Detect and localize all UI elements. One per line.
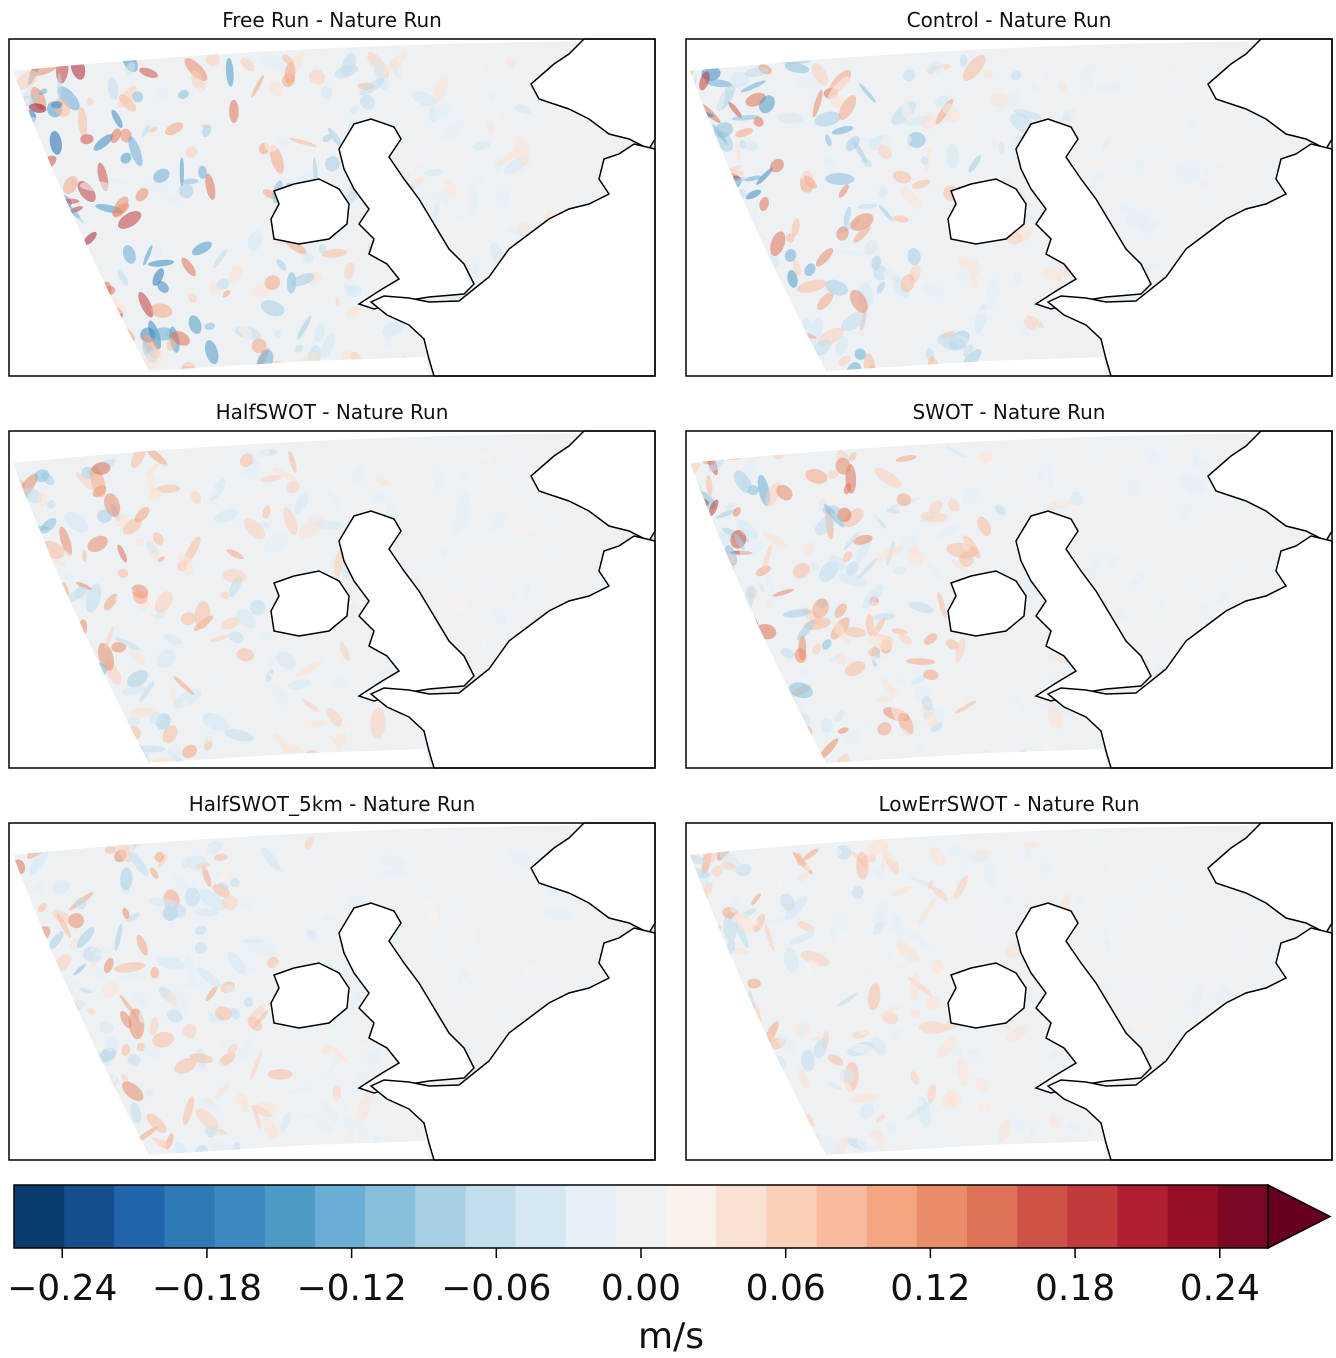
panel-frame [8,430,656,769]
colorbar-segment [1217,1185,1269,1248]
panel-title: LowErrSWOT - Nature Run [878,792,1139,816]
colorbar-segment [916,1185,968,1248]
colorbar-segment [515,1185,567,1248]
map-panel [685,430,1333,769]
colorbar-segment [14,1185,65,1248]
colorbar-tick-label: −0.12 [296,1268,406,1309]
colorbar-tick-label: 0.06 [746,1268,826,1309]
colorbar-segment [1167,1185,1219,1248]
colorbar-segment [64,1185,115,1248]
map-panel [685,822,1333,1161]
colorbar-tick-label: 0.00 [601,1268,681,1309]
land [947,178,1027,245]
panel-title: HalfSWOT - Nature Run [216,400,449,424]
panel-frame [685,38,1333,377]
colorbar-segment [164,1185,216,1248]
map-panel [8,38,656,377]
colorbar-segment [465,1185,517,1248]
colorbar-segment [1017,1185,1068,1248]
colorbar-tick-label: −0.18 [152,1268,262,1309]
panel-title: SWOT - Nature Run [913,400,1106,424]
colorbar-segment [816,1185,868,1248]
colorbar-segment [565,1185,617,1248]
colorbar-tick-label: 0.12 [890,1268,970,1309]
land [270,178,350,245]
map-panel [8,430,656,769]
colorbar-segment [615,1185,667,1248]
colorbar-segment [415,1185,466,1248]
land [1046,143,1333,377]
colorbar-segment [114,1185,165,1248]
land [270,570,350,637]
colorbar-segment [666,1185,717,1248]
land [1046,927,1333,1161]
colorbar-tick-label: 0.18 [1035,1268,1115,1309]
colorbar-segment [1117,1185,1169,1248]
land [947,570,1027,637]
colorbar-tick-label: −0.06 [441,1268,551,1309]
map-panel [8,822,656,1161]
colorbar-label: m/s [638,1316,704,1357]
land [947,962,1027,1029]
colorbar-segment [766,1185,818,1248]
map-panel [685,38,1333,377]
panel-frame [8,822,656,1161]
colorbar-segment [314,1185,366,1248]
panel-frame [685,822,1333,1161]
land [270,962,350,1029]
panel-frame [8,38,656,377]
colorbar-segment [866,1185,918,1248]
panel-frame [685,430,1333,769]
land [369,927,656,1161]
panel-title: HalfSWOT_5km - Nature Run [189,792,476,816]
land [369,535,656,769]
colorbar-segment [716,1185,767,1248]
colorbar-extension [1267,1183,1332,1250]
panel-title: Free Run - Nature Run [222,8,442,32]
colorbar-tick-label: 0.24 [1180,1268,1260,1309]
colorbar-segment [365,1185,416,1248]
colorbar-segment [264,1185,316,1248]
colorbar-segment [1067,1185,1119,1248]
colorbar-segment [967,1185,1018,1248]
colorbar-segment [214,1185,266,1248]
land [369,143,656,377]
panel-title: Control - Nature Run [907,8,1112,32]
land [1046,535,1333,769]
colorbar-tick-label: −0.24 [7,1268,117,1309]
